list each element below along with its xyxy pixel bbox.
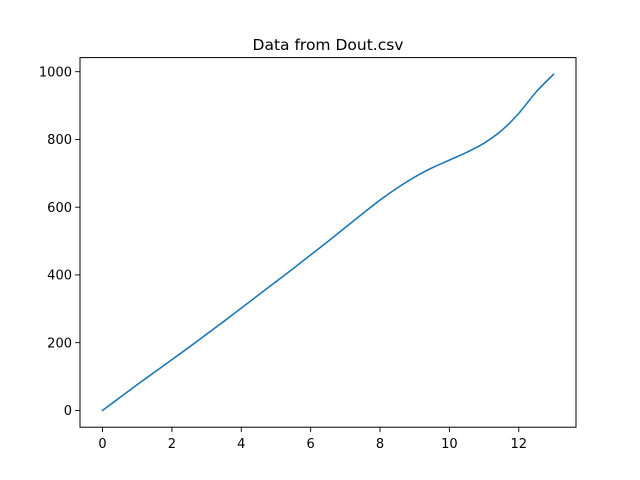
series-line: [101, 73, 555, 412]
y-tick-label: 600: [47, 201, 72, 216]
y-tick-label: 1000: [39, 65, 72, 80]
x-tick-label: 0: [98, 437, 106, 452]
y-tick-label: 400: [47, 269, 72, 284]
x-tick-label: 2: [168, 437, 176, 452]
axes-frame: [79, 57, 577, 428]
y-tick-label: 0: [64, 404, 72, 419]
chart-title: Data from Dout.csv: [253, 36, 404, 54]
plot-area: [101, 73, 555, 412]
x-tick-label: 12: [510, 437, 527, 452]
x-tick-label: 6: [307, 437, 315, 452]
y-tick-label: 200: [47, 336, 72, 351]
y-axis: 0 200 400 600 800 1000: [39, 65, 80, 419]
y-tick-label: 800: [47, 133, 72, 148]
x-tick-label: 10: [441, 437, 458, 452]
x-tick-label: 8: [376, 437, 384, 452]
x-tick-label: 4: [237, 437, 245, 452]
x-axis: 0 2 4 6 8 10 12: [98, 427, 527, 452]
